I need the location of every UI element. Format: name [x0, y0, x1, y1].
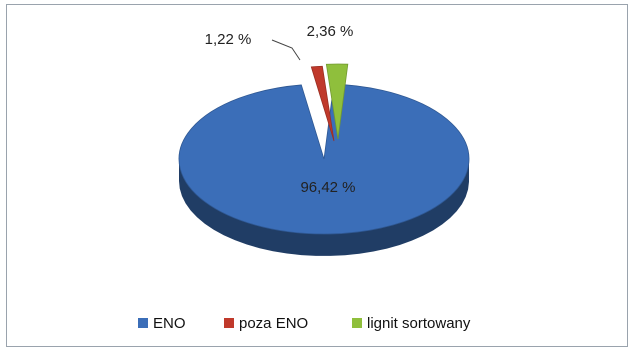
- pie-slice-side-eno: [179, 158, 469, 256]
- pie-slices: [178, 63, 470, 256]
- data-label-lignit-sortowany: 2,36 %: [307, 23, 354, 40]
- slice-labels: 96,42 % 1,22 % 2,36 %: [205, 23, 356, 196]
- pie-slice-eno: [178, 83, 470, 235]
- legend-label-poza-eno: poza ENO: [239, 315, 308, 332]
- pie-slice-lignit-sortowany: [325, 63, 349, 140]
- pie-slice-poza-eno: [310, 65, 335, 142]
- legend-label-eno: ENO: [153, 315, 186, 332]
- legend-swatch-poza-eno: [224, 318, 234, 328]
- legend-label-lignit: lignit sortowany: [367, 315, 471, 332]
- legend: ENO poza ENO lignit sortowany: [138, 315, 471, 332]
- leader-line-poza-eno: [271, 39, 301, 61]
- data-label-eno: 96,42 %: [300, 179, 355, 196]
- legend-swatch-lignit: [352, 318, 362, 328]
- data-label-poza-eno: 1,22 %: [205, 31, 252, 48]
- legend-swatch-eno: [138, 318, 148, 328]
